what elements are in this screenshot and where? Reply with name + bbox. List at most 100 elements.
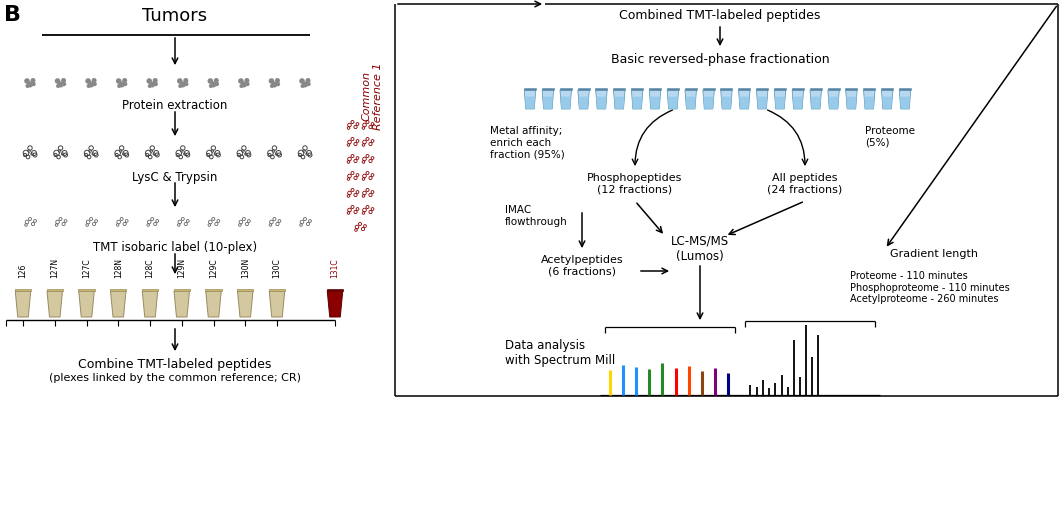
- Circle shape: [116, 78, 121, 84]
- Bar: [237, 289, 254, 291]
- Bar: [703, 89, 715, 90]
- Polygon shape: [667, 90, 679, 109]
- Circle shape: [91, 78, 97, 83]
- Bar: [47, 289, 63, 291]
- Text: Protein extraction: Protein extraction: [122, 99, 227, 112]
- Polygon shape: [792, 97, 803, 109]
- Bar: [79, 289, 95, 291]
- Polygon shape: [685, 90, 697, 109]
- Polygon shape: [881, 97, 892, 109]
- Polygon shape: [578, 90, 589, 109]
- Text: Proteome
(5%): Proteome (5%): [866, 126, 915, 148]
- Text: IMAC
flowthrough: IMAC flowthrough: [506, 205, 568, 227]
- Circle shape: [56, 84, 61, 88]
- Bar: [205, 289, 222, 291]
- Polygon shape: [47, 291, 63, 317]
- Bar: [792, 89, 804, 90]
- Polygon shape: [774, 90, 786, 109]
- Text: Data analysis
with Spectrum Mill: Data analysis with Spectrum Mill: [506, 339, 615, 367]
- Text: 128N: 128N: [114, 258, 123, 278]
- Polygon shape: [846, 97, 857, 109]
- Circle shape: [57, 81, 64, 88]
- Circle shape: [244, 78, 250, 83]
- Circle shape: [215, 82, 219, 86]
- Polygon shape: [561, 97, 571, 109]
- Circle shape: [210, 81, 217, 88]
- Text: 129C: 129C: [209, 259, 218, 278]
- Circle shape: [239, 84, 243, 88]
- Bar: [560, 89, 571, 90]
- Text: 131C: 131C: [330, 259, 340, 278]
- Circle shape: [27, 81, 33, 88]
- Bar: [756, 89, 768, 90]
- Text: 127C: 127C: [82, 259, 91, 278]
- Polygon shape: [596, 90, 607, 109]
- Text: 130C: 130C: [273, 258, 281, 278]
- Polygon shape: [614, 97, 624, 109]
- Text: 127N: 127N: [50, 258, 59, 278]
- Circle shape: [272, 81, 277, 88]
- Circle shape: [31, 78, 35, 83]
- Circle shape: [184, 78, 188, 83]
- Circle shape: [209, 84, 212, 88]
- Circle shape: [301, 84, 305, 88]
- Polygon shape: [542, 90, 553, 109]
- Polygon shape: [649, 90, 661, 109]
- Circle shape: [122, 78, 127, 83]
- Bar: [613, 89, 626, 90]
- Circle shape: [276, 82, 280, 86]
- Polygon shape: [15, 291, 31, 317]
- Polygon shape: [543, 97, 553, 109]
- Bar: [881, 89, 893, 90]
- Polygon shape: [174, 291, 189, 317]
- Polygon shape: [810, 90, 822, 109]
- Text: 129N: 129N: [177, 258, 186, 278]
- Bar: [173, 289, 190, 291]
- Circle shape: [88, 81, 95, 88]
- Circle shape: [119, 81, 124, 88]
- Bar: [863, 89, 875, 90]
- Polygon shape: [757, 97, 768, 109]
- Bar: [827, 89, 840, 90]
- Circle shape: [269, 78, 274, 84]
- Text: B: B: [4, 5, 21, 25]
- Bar: [596, 89, 607, 90]
- Polygon shape: [632, 90, 643, 109]
- Bar: [631, 89, 644, 90]
- Polygon shape: [775, 97, 785, 109]
- Text: All peptides
(24 fractions): All peptides (24 fractions): [768, 173, 842, 194]
- Circle shape: [147, 78, 152, 84]
- Bar: [720, 89, 733, 90]
- Circle shape: [270, 84, 274, 88]
- Circle shape: [61, 78, 66, 83]
- Text: Acetylpeptides
(6 fractions): Acetylpeptides (6 fractions): [541, 255, 623, 277]
- Polygon shape: [900, 97, 910, 109]
- Text: 128C: 128C: [145, 259, 154, 278]
- Polygon shape: [810, 97, 821, 109]
- Text: Proteome - 110 minutes
Phosphoproteome - 110 minutes
Acetylproteome - 260 minute: Proteome - 110 minutes Phosphoproteome -…: [850, 271, 1010, 304]
- Polygon shape: [721, 90, 732, 109]
- Polygon shape: [650, 97, 661, 109]
- Polygon shape: [721, 97, 732, 109]
- Polygon shape: [864, 97, 874, 109]
- Circle shape: [177, 78, 183, 84]
- Circle shape: [62, 82, 66, 86]
- Polygon shape: [632, 97, 643, 109]
- Text: Combine TMT-labeled peptides: Combine TMT-labeled peptides: [79, 358, 272, 371]
- Polygon shape: [792, 90, 804, 109]
- Circle shape: [306, 78, 310, 83]
- Bar: [110, 289, 126, 291]
- Polygon shape: [238, 291, 253, 317]
- Bar: [738, 89, 751, 90]
- Polygon shape: [142, 291, 158, 317]
- Polygon shape: [596, 97, 606, 109]
- Polygon shape: [703, 97, 714, 109]
- Bar: [15, 289, 31, 291]
- Polygon shape: [703, 90, 715, 109]
- Circle shape: [117, 84, 121, 88]
- Polygon shape: [828, 97, 839, 109]
- Bar: [524, 89, 536, 90]
- Polygon shape: [863, 90, 875, 109]
- Circle shape: [92, 82, 97, 86]
- Text: Combined TMT-labeled peptides: Combined TMT-labeled peptides: [619, 9, 821, 22]
